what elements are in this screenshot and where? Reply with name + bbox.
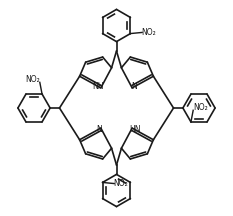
Text: N: N (131, 82, 137, 91)
Text: NO₂: NO₂ (26, 75, 41, 84)
Text: N: N (96, 125, 102, 134)
Text: NO₂: NO₂ (193, 103, 208, 112)
Text: NH: NH (93, 82, 104, 91)
Text: HN: HN (129, 125, 140, 134)
Text: NO₂: NO₂ (141, 28, 156, 37)
Text: NO₂: NO₂ (113, 179, 128, 188)
